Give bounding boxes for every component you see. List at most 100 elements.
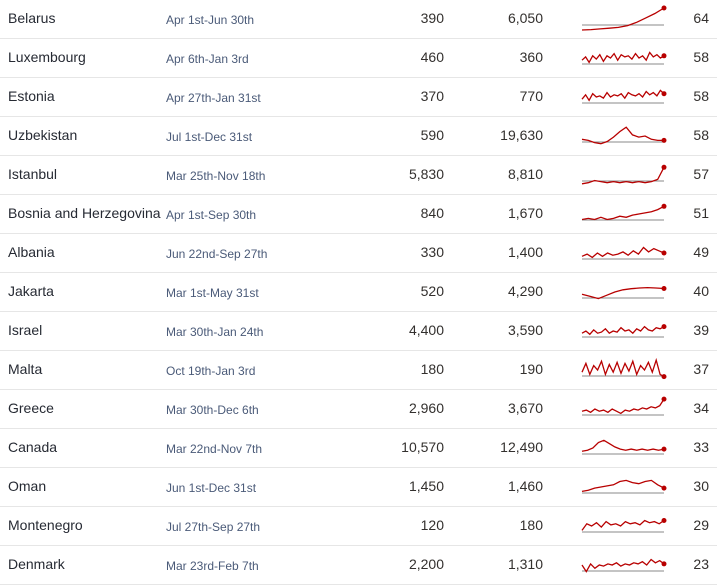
trend-sparkline xyxy=(581,357,667,380)
row-period: Jul 27th-Sep 27th xyxy=(166,520,261,534)
row-deaths: 590 xyxy=(420,127,444,143)
row-period: Mar 23rd-Feb 7th xyxy=(166,559,259,573)
sparkline-endpoint xyxy=(661,518,667,523)
sparkline-endpoint xyxy=(661,137,667,143)
table-row: Estonia Apr 27th-Jan 31st 370 770 58 xyxy=(0,78,717,117)
row-deaths: 5,830 xyxy=(408,166,444,182)
row-name: Israel xyxy=(8,322,43,338)
sparkline-endpoint xyxy=(661,285,667,291)
row-expected: 4,290 xyxy=(507,283,543,299)
row-deaths: 2,200 xyxy=(408,556,444,572)
row-deaths: 180 xyxy=(420,361,444,377)
trend-sparkline xyxy=(581,203,667,221)
table-row: Canada Mar 22nd-Nov 7th 10,570 12,490 33 xyxy=(0,429,717,468)
table-row: Malta Oct 19th-Jan 3rd 180 190 37 xyxy=(0,351,717,390)
row-deaths: 2,960 xyxy=(408,400,444,416)
row-period: Oct 19th-Jan 3rd xyxy=(166,364,256,378)
row-expected: 8,810 xyxy=(507,166,543,182)
sparkline-series xyxy=(581,479,665,493)
row-name: Canada xyxy=(8,439,58,455)
sparkline-series xyxy=(581,357,665,378)
row-deaths: 1,450 xyxy=(408,478,444,494)
sparkline-endpoint xyxy=(661,250,667,256)
row-deaths: 120 xyxy=(420,517,444,533)
row-period: Apr 27th-Jan 31st xyxy=(166,91,261,105)
table-row: Greece Mar 30th-Dec 6th 2,960 3,670 34 xyxy=(0,390,717,429)
row-value: 57 xyxy=(693,166,709,182)
row-value: 39 xyxy=(693,322,709,338)
row-period: Mar 30th-Dec 6th xyxy=(166,403,259,417)
trend-sparkline xyxy=(581,396,667,416)
trend-sparkline xyxy=(581,89,667,104)
trend-sparkline xyxy=(581,285,667,300)
table-row: Luxembourg Apr 6th-Jan 3rd 460 360 58 xyxy=(0,39,717,78)
table-row: Jakarta Mar 1st-May 31st 520 4,290 40 xyxy=(0,273,717,312)
table-row: Uzbekistan Jul 1st-Dec 31st 590 19,630 58 xyxy=(0,117,717,156)
trend-sparkline xyxy=(581,246,667,260)
row-period: Apr 1st-Jun 30th xyxy=(166,13,255,27)
row-value: 23 xyxy=(693,556,709,572)
row-deaths: 330 xyxy=(420,244,444,260)
row-name: Estonia xyxy=(8,88,55,104)
row-expected: 12,490 xyxy=(500,439,543,455)
row-value: 37 xyxy=(693,361,709,377)
sparkline-endpoint xyxy=(661,374,667,380)
row-deaths: 4,400 xyxy=(408,322,444,338)
row-value: 49 xyxy=(693,244,709,260)
sparkline-series xyxy=(581,205,665,221)
row-value: 58 xyxy=(693,88,709,104)
row-name: Uzbekistan xyxy=(8,127,78,143)
row-period: Jul 1st-Dec 31st xyxy=(166,130,253,144)
table-row: Denmark Mar 23rd-Feb 7th 2,200 1,310 23 xyxy=(0,546,717,585)
row-expected: 1,460 xyxy=(507,478,543,494)
row-period: Apr 6th-Jan 3rd xyxy=(166,52,249,66)
sparkline-endpoint xyxy=(661,203,667,209)
table-row: Belarus Apr 1st-Jun 30th 390 6,050 64 xyxy=(0,0,717,39)
row-expected: 1,310 xyxy=(507,556,543,572)
table-row: Israel Mar 30th-Jan 24th 4,400 3,590 39 xyxy=(0,312,717,351)
trend-sparkline xyxy=(581,518,667,533)
trend-sparkline xyxy=(581,164,667,185)
sparkline-series xyxy=(581,439,665,452)
trend-sparkline xyxy=(581,126,667,145)
row-value: 30 xyxy=(693,478,709,494)
row-value: 29 xyxy=(693,517,709,533)
sparkline-series xyxy=(581,126,664,145)
row-period: Jun 22nd-Sep 27th xyxy=(166,247,268,261)
row-period: Jun 1st-Dec 31st xyxy=(166,481,257,495)
trend-sparkline xyxy=(581,479,667,494)
sparkline-series xyxy=(581,7,665,31)
sparkline-endpoint xyxy=(661,324,667,330)
row-deaths: 520 xyxy=(420,283,444,299)
row-name: Denmark xyxy=(8,556,65,572)
row-name: Albania xyxy=(8,244,55,260)
row-deaths: 370 xyxy=(420,88,444,104)
sparkline-series xyxy=(581,398,665,415)
table-row: Bosnia and Herzegovina Apr 1st-Sep 30th 84… xyxy=(0,195,717,234)
row-expected: 1,670 xyxy=(507,205,543,221)
trend-sparkline xyxy=(581,5,667,31)
sparkline-series xyxy=(581,246,665,259)
row-period: Apr 1st-Sep 30th xyxy=(166,208,257,222)
row-deaths: 390 xyxy=(420,10,444,26)
sparkline-endpoint xyxy=(661,485,667,491)
row-value: 51 xyxy=(693,205,709,221)
trend-sparkline xyxy=(581,324,667,338)
sparkline-series xyxy=(581,51,665,64)
row-value: 33 xyxy=(693,439,709,455)
row-period: Mar 30th-Jan 24th xyxy=(166,325,264,339)
row-expected: 360 xyxy=(519,49,543,65)
sparkline-series xyxy=(581,166,665,185)
sparkline-series xyxy=(581,325,665,336)
sparkline-series xyxy=(581,558,665,573)
table-row: Montenegro Jul 27th-Sep 27th 120 180 29 xyxy=(0,507,717,546)
row-expected: 3,590 xyxy=(507,322,543,338)
row-name: Jakarta xyxy=(8,283,54,299)
sparkline-endpoint xyxy=(661,561,667,567)
sparkline-series xyxy=(581,519,665,531)
trend-sparkline xyxy=(581,558,667,573)
row-period: Mar 22nd-Nov 7th xyxy=(166,442,263,456)
sparkline-endpoint xyxy=(661,446,667,452)
row-expected: 6,050 xyxy=(507,10,543,26)
